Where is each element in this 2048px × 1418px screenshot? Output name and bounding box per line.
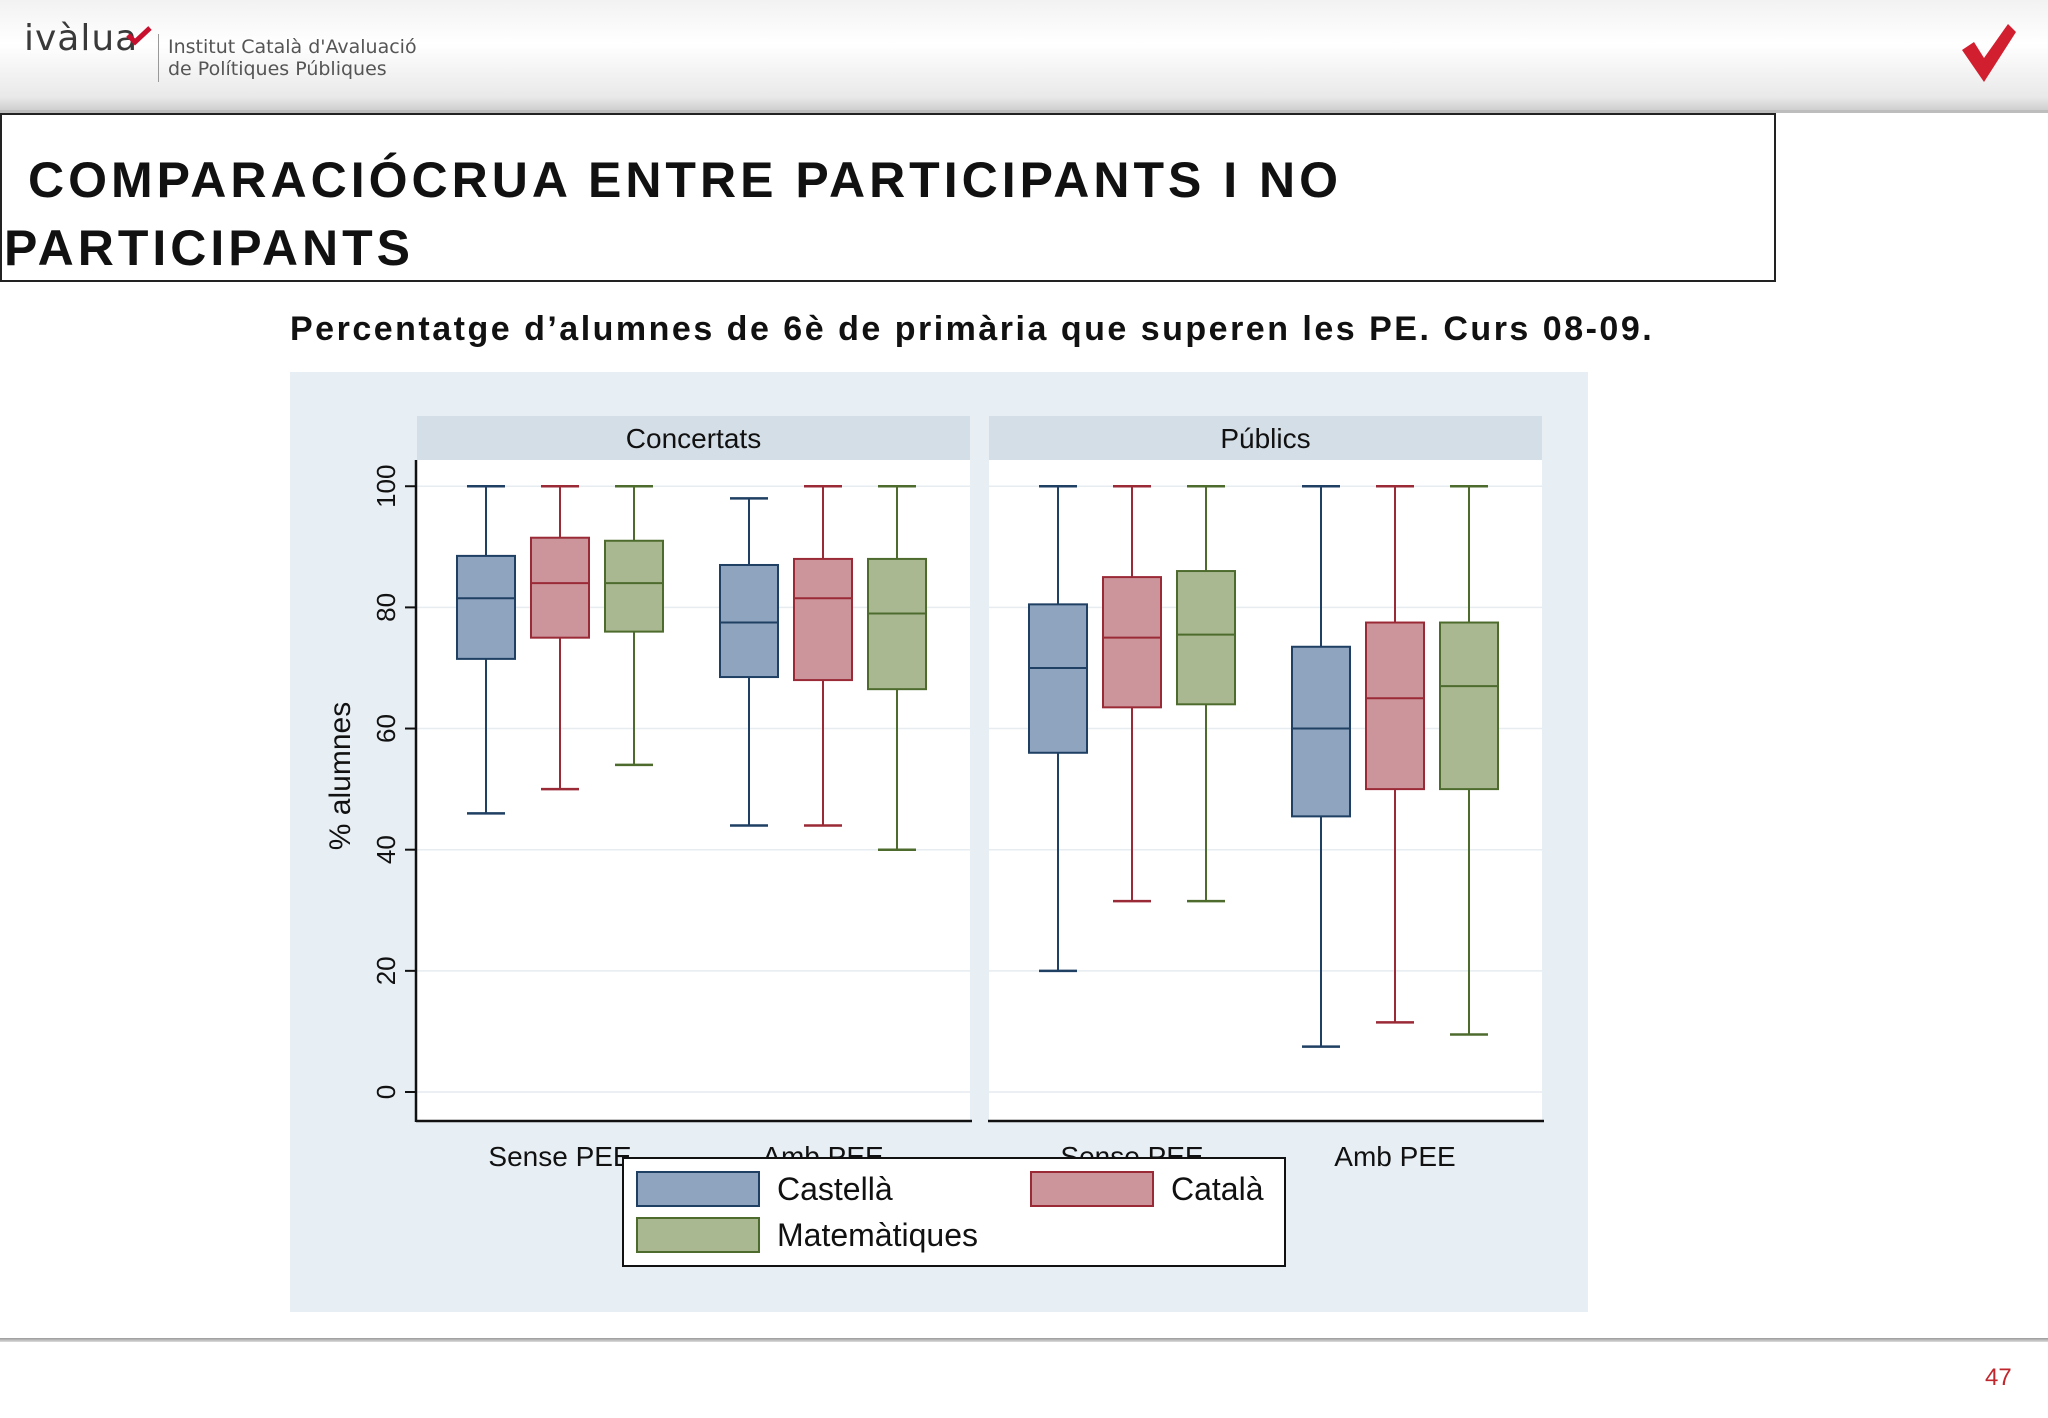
- box: [604, 539, 664, 633]
- x-tick-label: Sense PEE: [488, 1141, 631, 1172]
- box: [1439, 621, 1499, 791]
- box: [1176, 570, 1236, 706]
- slide-title-line2: PARTICIPANTS: [4, 220, 415, 276]
- box: [793, 557, 853, 682]
- legend-swatch: [636, 1217, 760, 1253]
- box: [1102, 576, 1162, 709]
- box: [719, 563, 779, 679]
- brand-separator: [158, 34, 159, 82]
- header-bar: ivàlua Institut Català d'Avaluació de Po…: [0, 0, 2048, 113]
- brand-institute-line2: de Polítiques Públiques: [168, 58, 387, 80]
- page-number: 47: [1985, 1364, 2012, 1391]
- chart-subtitle: Percentatge d’alumnes de 6è de primària …: [290, 310, 1655, 348]
- legend-label: Matemàtiques: [777, 1217, 978, 1253]
- legend-swatch: [1030, 1171, 1154, 1207]
- box: [1028, 603, 1088, 754]
- legend-label: Català: [1171, 1171, 1264, 1207]
- brand-institute-line1: Institut Català d'Avaluació: [168, 36, 417, 58]
- corner-check-icon: [1962, 24, 2016, 82]
- panel-title: Concertats: [626, 423, 761, 454]
- brand-name: ivàlua: [24, 18, 139, 59]
- y-axis-label: % alumnes: [324, 702, 357, 850]
- title-box: COMPARACIÓCRUA ENTRE PARTICIPANTS I NO P…: [0, 113, 1776, 282]
- y-tick-label: 60: [371, 714, 401, 743]
- y-tick-label: 40: [371, 835, 401, 864]
- box: [1365, 621, 1425, 791]
- footer-divider: [0, 1338, 2048, 1342]
- y-tick-label: 0: [371, 1085, 401, 1099]
- box: [530, 536, 590, 639]
- legend: Castellà Català Matemàtiques: [622, 1157, 1286, 1267]
- x-tick-label: Amb PEE: [1334, 1141, 1455, 1172]
- legend-label: Castellà: [777, 1171, 893, 1207]
- legend-swatch: [636, 1171, 760, 1207]
- panel-header: [989, 416, 1542, 460]
- box: [456, 554, 516, 660]
- y-tick-label: 100: [371, 465, 401, 508]
- box: [1291, 645, 1351, 818]
- panel-title: Públics: [1220, 423, 1310, 454]
- slide-title-line1: COMPARACIÓCRUA ENTRE PARTICIPANTS I NO: [28, 152, 1343, 208]
- y-tick-label: 80: [371, 593, 401, 622]
- brand-check-icon: [126, 26, 152, 46]
- box: [867, 557, 927, 691]
- y-tick-label: 20: [371, 956, 401, 985]
- panel-header: [417, 416, 970, 460]
